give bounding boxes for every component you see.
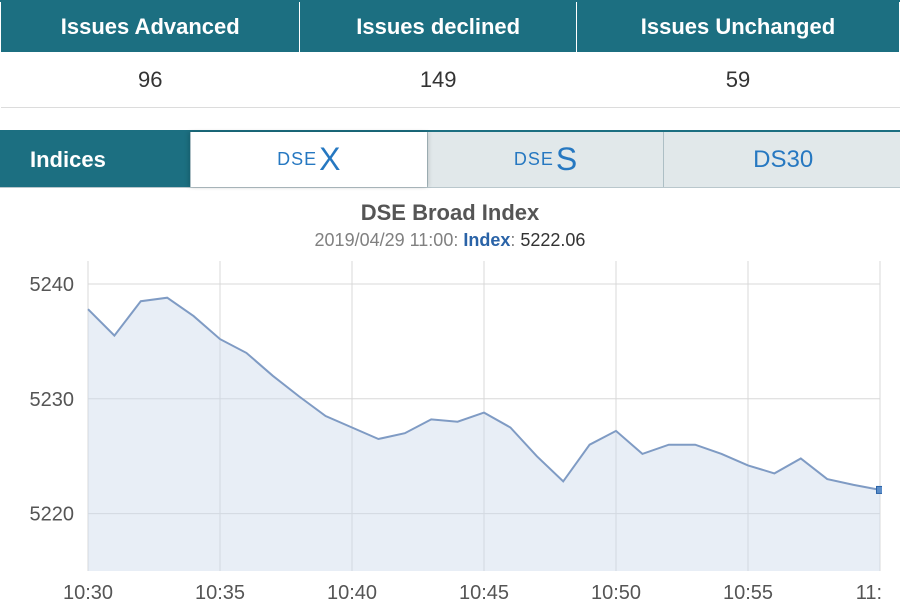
chart-subtitle: 2019/04/29 11:00: Index: 5222.06 xyxy=(10,230,890,251)
issues-declined-value: 149 xyxy=(300,53,576,108)
issues-advanced-value: 96 xyxy=(1,53,300,108)
svg-text:10:40: 10:40 xyxy=(327,582,377,604)
indices-label: Indices xyxy=(0,132,190,187)
chart-svg: 5220 5230 5240 10:30 10:35 10:40 10:45 10:50 10:… xyxy=(18,251,882,611)
issues-table: Issues Advanced Issues declined Issues U… xyxy=(0,0,900,108)
chart-canvas: 5220 5230 5240 10:30 10:35 10:40 10:45 10:50 10:… xyxy=(18,251,882,611)
tab-dses[interactable]: DSES xyxy=(427,132,664,187)
svg-text:5240: 5240 xyxy=(30,274,75,296)
tab-dses-suffix: S xyxy=(556,141,577,178)
index-tabs: Indices DSEX DSES DS30 xyxy=(0,130,900,188)
tab-dsex-prefix: DSE xyxy=(277,149,317,170)
tab-dsex-suffix: X xyxy=(319,141,340,178)
tab-dsex[interactable]: DSEX xyxy=(190,132,427,187)
chart-tooltip-value: 5222.06 xyxy=(520,230,585,250)
issues-advanced-header: Issues Advanced xyxy=(1,1,300,53)
svg-text:5220: 5220 xyxy=(30,504,75,526)
svg-text:10:45: 10:45 xyxy=(459,582,509,604)
tab-dses-prefix: DSE xyxy=(514,149,554,170)
svg-text:5230: 5230 xyxy=(30,389,75,411)
chart-title: DSE Broad Index xyxy=(10,200,890,226)
chart-area: DSE Broad Index 2019/04/29 11:00: Index:… xyxy=(0,188,900,611)
svg-text:10:30: 10:30 xyxy=(63,582,113,604)
issues-unchanged-header: Issues Unchanged xyxy=(576,1,899,53)
svg-text:10:35: 10:35 xyxy=(195,582,245,604)
issues-declined-header: Issues declined xyxy=(300,1,576,53)
tab-ds30[interactable]: DS30 xyxy=(663,132,900,187)
tab-ds30-suffix: DS30 xyxy=(753,146,813,174)
svg-text:10:50: 10:50 xyxy=(591,582,641,604)
issues-unchanged-value: 59 xyxy=(576,53,899,108)
svg-text:10:55: 10:55 xyxy=(723,582,773,604)
chart-tooltip-label: Index xyxy=(463,230,510,250)
chart-timestamp: 2019/04/29 11:00 xyxy=(315,230,454,250)
svg-text:11:00: 11:00 xyxy=(856,582,882,604)
